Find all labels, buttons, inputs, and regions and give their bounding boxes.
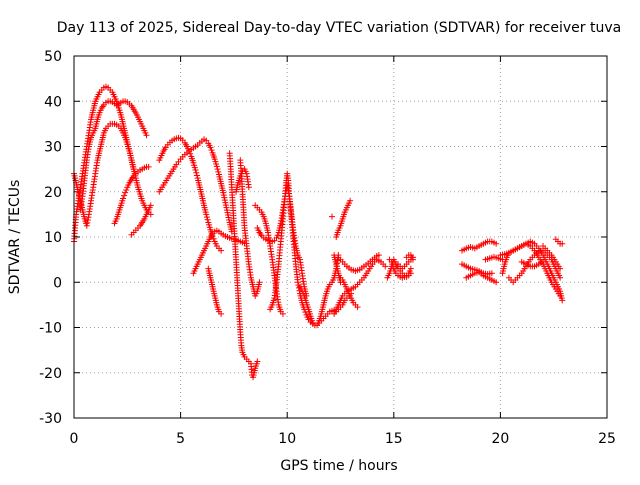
data-point bbox=[143, 132, 150, 139]
chart-title: Day 113 of 2025, Sidereal Day-to-day VTE… bbox=[57, 20, 621, 36]
data-point bbox=[294, 279, 301, 286]
data-point bbox=[208, 147, 215, 154]
x-axis-label: GPS time / hours bbox=[280, 458, 397, 474]
x-tick-label: 10 bbox=[278, 431, 296, 447]
data-point bbox=[354, 304, 361, 311]
data-point bbox=[254, 358, 261, 365]
data-points bbox=[71, 83, 566, 381]
y-tick-label: 40 bbox=[44, 94, 62, 110]
grid-lines bbox=[74, 56, 607, 418]
data-point bbox=[256, 279, 263, 286]
data-point bbox=[85, 214, 92, 221]
series-arc-5 bbox=[128, 202, 154, 238]
data-point bbox=[347, 197, 354, 204]
plot-frame bbox=[73, 55, 608, 419]
y-tick-label: -20 bbox=[39, 366, 62, 382]
data-point bbox=[218, 247, 225, 254]
series-arc-34 bbox=[518, 258, 547, 270]
data-point bbox=[215, 168, 222, 175]
data-point bbox=[122, 189, 129, 196]
series-arc-15 bbox=[267, 170, 316, 327]
data-point bbox=[559, 297, 566, 304]
y-tick-label: 50 bbox=[44, 49, 62, 65]
series-arc-22 bbox=[335, 252, 382, 274]
data-point bbox=[493, 240, 500, 247]
data-point bbox=[557, 274, 564, 281]
series-arc-36 bbox=[552, 236, 566, 247]
series-arc-3 bbox=[77, 98, 150, 213]
data-point bbox=[121, 192, 128, 199]
series-arc-32 bbox=[499, 238, 566, 304]
series-arc-9 bbox=[205, 265, 225, 317]
data-point bbox=[84, 217, 91, 224]
data-point bbox=[203, 214, 210, 221]
data-point bbox=[273, 234, 280, 241]
data-point bbox=[213, 163, 220, 170]
data-point bbox=[382, 263, 389, 270]
series-isolated bbox=[328, 213, 335, 220]
data-point bbox=[204, 216, 211, 223]
series-arc-12 bbox=[237, 157, 263, 299]
series-arc-35 bbox=[540, 243, 564, 272]
data-point bbox=[192, 167, 199, 174]
data-point bbox=[187, 150, 194, 157]
data-point bbox=[83, 222, 90, 229]
x-tick-label: 0 bbox=[70, 431, 79, 447]
data-point bbox=[540, 258, 547, 265]
data-point bbox=[130, 166, 137, 173]
data-point bbox=[193, 169, 200, 176]
data-point bbox=[193, 172, 200, 179]
x-tick-label: 20 bbox=[491, 431, 509, 447]
data-point bbox=[145, 163, 152, 170]
data-point bbox=[123, 186, 130, 193]
data-point bbox=[274, 232, 281, 239]
data-point bbox=[203, 211, 210, 218]
y-axis-label: SDTVAR / TECUs bbox=[7, 180, 23, 295]
data-point bbox=[84, 219, 91, 226]
series-arc-10 bbox=[226, 150, 261, 381]
x-tick-label: 15 bbox=[385, 431, 403, 447]
data-point bbox=[207, 144, 214, 151]
data-point bbox=[407, 265, 414, 272]
data-point bbox=[488, 270, 495, 277]
axis-ticks: 0 5 10 15 20 25 -30 -20 -10 0 10 20 30 40 50 bbox=[39, 49, 616, 447]
data-point bbox=[218, 310, 225, 317]
y-tick-label: -10 bbox=[39, 321, 62, 337]
series-arc-8 bbox=[190, 227, 248, 277]
y-tick-label: 10 bbox=[44, 230, 62, 246]
data-point bbox=[557, 265, 564, 272]
x-tick-label: 5 bbox=[176, 431, 185, 447]
series-arc-29 bbox=[463, 269, 500, 286]
data-point bbox=[120, 195, 127, 202]
series-arc-19 bbox=[331, 256, 389, 317]
data-point bbox=[214, 166, 221, 173]
series-arc-26 bbox=[403, 252, 416, 263]
data-point bbox=[559, 240, 566, 247]
data-point bbox=[245, 184, 252, 191]
data-point bbox=[409, 256, 416, 263]
series-arc-30 bbox=[482, 253, 506, 263]
y-tick-label: 20 bbox=[44, 185, 62, 201]
data-point bbox=[328, 213, 335, 220]
x-tick-label: 25 bbox=[598, 431, 616, 447]
series-arc-4 bbox=[111, 163, 152, 227]
y-tick-label: 0 bbox=[53, 275, 62, 291]
series-arc-20 bbox=[331, 252, 344, 286]
series-arc-2 bbox=[71, 120, 137, 229]
data-point bbox=[147, 202, 154, 209]
data-point bbox=[375, 252, 382, 259]
data-point bbox=[493, 279, 500, 286]
y-tick-label: -30 bbox=[39, 411, 62, 427]
y-tick-label: 30 bbox=[44, 140, 62, 156]
data-point bbox=[337, 279, 344, 286]
data-point bbox=[279, 310, 286, 317]
series-arc-21 bbox=[333, 197, 354, 240]
series-arc-28 bbox=[459, 238, 500, 254]
series-arc-27 bbox=[459, 261, 495, 278]
